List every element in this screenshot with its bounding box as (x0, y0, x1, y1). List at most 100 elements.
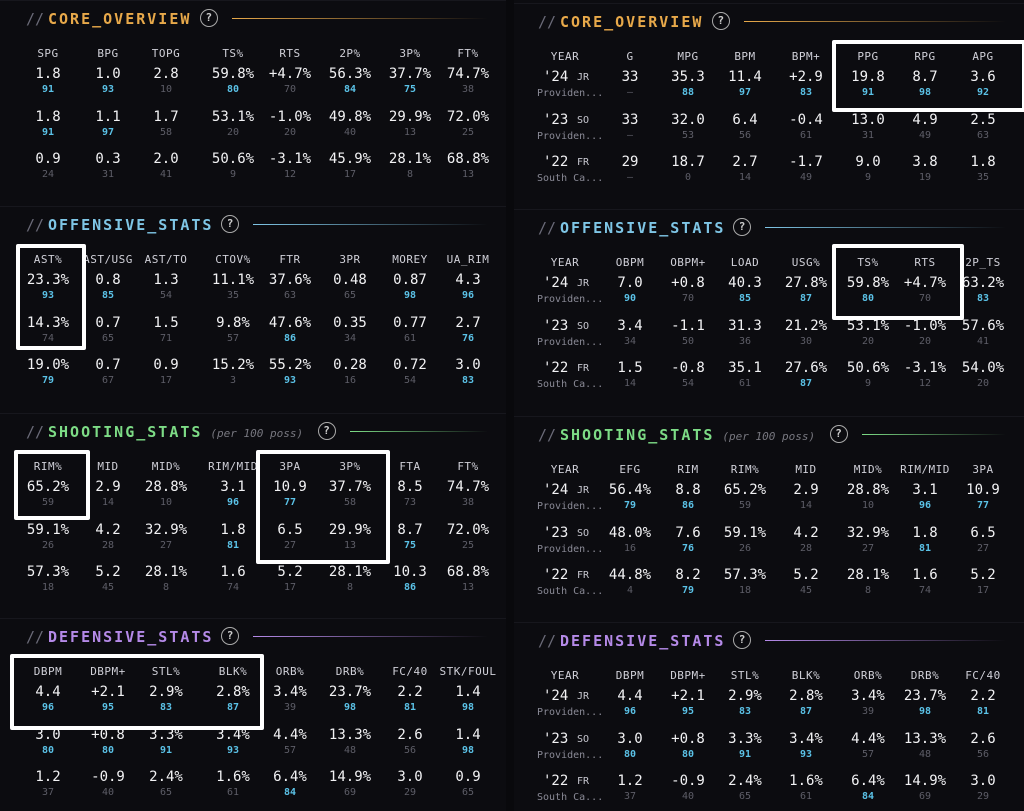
percentile: 26 (738, 542, 752, 554)
stat-value: 1.0 (95, 66, 121, 82)
column-header: DBPM (615, 669, 645, 682)
stat-value: 28.8% (846, 482, 890, 498)
percentile: 8 (162, 582, 170, 593)
percentile: 91 (41, 126, 55, 138)
stat-value: 2.2 (397, 684, 423, 700)
percentile: 69 (918, 791, 932, 802)
stat-value: 32.9% (846, 524, 890, 541)
column-header: FTA (399, 460, 421, 473)
percentile: 12 (918, 378, 932, 389)
stat-value: 40.3 (728, 275, 762, 291)
stat-value: 4.4% (851, 730, 885, 747)
percentile: 45 (799, 585, 813, 596)
stat-value: 48.0% (608, 524, 652, 541)
percentile: 81 (918, 542, 932, 554)
column-header: TS% (857, 256, 879, 269)
stat-value: 9.0 (855, 154, 881, 170)
stat-value: 33 (621, 111, 639, 128)
stat-value: 1.8 (220, 521, 246, 538)
stat-value: 59.8% (846, 275, 890, 291)
percentile: 96 (41, 702, 55, 713)
stat-value: 1.5 (617, 360, 643, 376)
year: '23 (543, 524, 569, 541)
stat-value: 10.3 (393, 564, 427, 580)
stat-value: 6.4% (851, 773, 885, 789)
stat-value: 6.5 (277, 521, 303, 538)
team: South Ca... (537, 586, 604, 597)
stat-value: 11.4 (728, 69, 762, 85)
section-prefix: // (538, 632, 557, 650)
team: South Ca... (537, 173, 604, 184)
column-header: UA_RIM (446, 253, 490, 266)
percentile: 20 (861, 335, 875, 347)
stat-value: 59.8% (211, 66, 255, 82)
section-prefix: // (26, 10, 45, 28)
stat-value: 2.6 (970, 730, 996, 747)
stat-value: 2.9% (149, 684, 183, 700)
percentile: 13 (343, 539, 357, 551)
percentile: 98 (461, 744, 475, 756)
stat-value: 2.8 (153, 66, 179, 82)
stat-value: 4.4% (273, 726, 307, 743)
percentile: 91 (159, 744, 173, 756)
section-rule (743, 21, 1006, 22)
section-title: CORE_OVERVIEW (48, 10, 192, 28)
highlight-box (10, 654, 264, 730)
stat-value: 5.2 (970, 567, 996, 583)
stat-value: 15.2% (211, 357, 255, 373)
percentile: 57 (861, 748, 875, 760)
class: JR (577, 485, 590, 496)
stat-value: 27.8% (784, 275, 828, 291)
percentile: 74 (918, 585, 932, 596)
stat-value: 1.6 (912, 567, 938, 583)
percentile: 39 (283, 702, 297, 713)
percentile: 18 (41, 582, 55, 593)
column-header: G (626, 50, 634, 63)
stat-value: -3.1% (268, 151, 312, 167)
stat-value: 59.1% (723, 524, 767, 541)
stat-value: 55.2% (268, 357, 312, 373)
stat-value: 2.6 (397, 726, 423, 743)
stat-value: 3.4 (617, 317, 643, 334)
percentile: 93 (226, 744, 240, 756)
stat-value: 6.4 (732, 111, 758, 128)
percentile: 65 (343, 290, 357, 301)
percentile: 37 (41, 787, 55, 798)
column-header: YEAR (550, 463, 580, 476)
help-icon: ? (711, 12, 730, 30)
year: '22 (543, 360, 569, 376)
class: SO (577, 733, 590, 745)
section-prefix: // (538, 219, 557, 237)
column-header: FC/40 (392, 665, 428, 678)
percentile: 76 (681, 542, 695, 554)
stat-value: 2.5 (970, 111, 996, 128)
percentile: 9 (864, 378, 872, 389)
percentile: 34 (623, 335, 637, 347)
percentile: 85 (101, 290, 115, 301)
stat-value: 0.7 (95, 314, 121, 331)
percentile: 76 (461, 332, 475, 344)
column-header: BPM (734, 50, 756, 63)
percentile: 69 (343, 787, 357, 798)
stat-value: 14.9% (903, 773, 947, 789)
year: '24 (543, 275, 569, 291)
section-title: CORE_OVERVIEW (560, 13, 704, 31)
stat-value: 3.0 (970, 773, 996, 789)
column-header: CTOV% (215, 253, 251, 266)
percentile: 59 (41, 497, 55, 508)
percentile: 27 (976, 542, 990, 554)
percentile: 14 (101, 497, 115, 508)
team: Providen... (537, 88, 604, 99)
stat-value: 4.9 (912, 111, 938, 128)
column-header: RIM/MID (900, 463, 950, 476)
class: FR (577, 157, 590, 168)
percentile: 13 (403, 126, 417, 138)
stat-value: 37.7% (328, 479, 372, 495)
percentile: 14 (799, 500, 813, 511)
percentile: 96 (461, 290, 475, 301)
stat-value: 1.8 (35, 108, 61, 125)
stat-value: 1.8 (35, 66, 61, 82)
column-header: RIM% (33, 460, 63, 473)
percentile: 73 (403, 497, 417, 508)
